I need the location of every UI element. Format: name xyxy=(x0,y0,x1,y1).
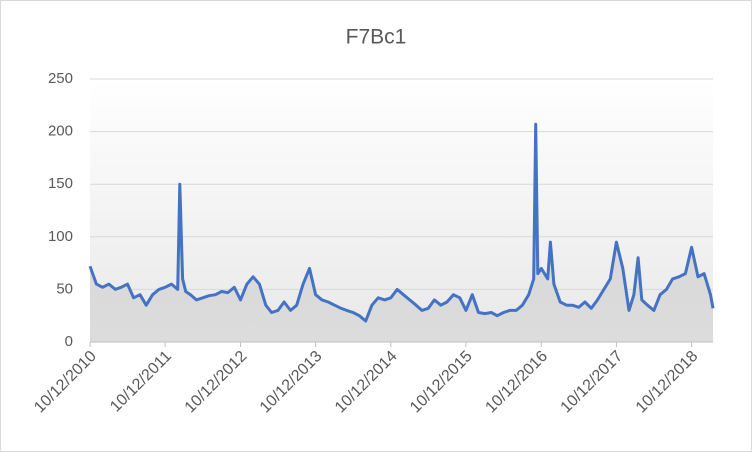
chart-title: F7Bc1 xyxy=(346,26,407,49)
y-tick-label: 150 xyxy=(48,175,73,192)
line xyxy=(88,122,715,323)
y-tick-label: 100 xyxy=(48,228,73,245)
y-tick-label: 0 xyxy=(65,333,73,350)
y-tick-label: 200 xyxy=(48,123,73,140)
y-tick-label: 250 xyxy=(48,70,73,87)
y-tick-label: 50 xyxy=(56,280,73,297)
